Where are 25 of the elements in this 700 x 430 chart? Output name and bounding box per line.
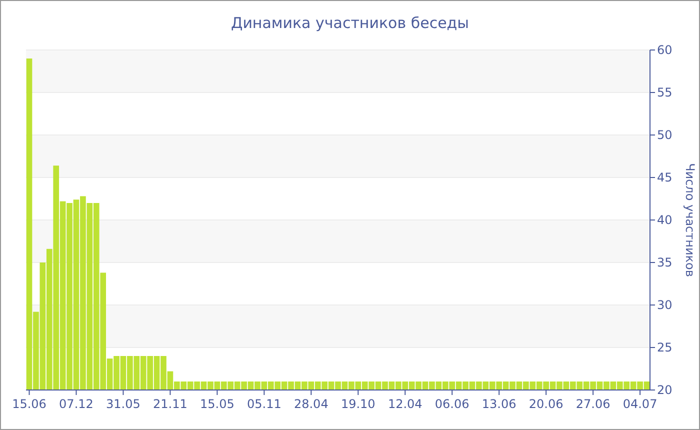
x-tick-label: 31.05	[106, 397, 140, 411]
y-tick-label: 40	[657, 213, 672, 228]
x-tick-label: 21.11	[153, 397, 188, 411]
x-tick-label: 05.11	[246, 397, 282, 411]
x-tick-label: 19.10	[340, 397, 376, 411]
y-tick-label: 35	[657, 256, 672, 270]
x-tick-label: 12.04	[388, 397, 422, 411]
y-tick-label: 55	[657, 86, 672, 100]
x-tick-label: 13.06	[482, 397, 516, 411]
x-tick-label: 27.06	[576, 397, 610, 411]
y-tick-label: 50	[657, 128, 672, 142]
x-tick-label: 06.06	[434, 397, 470, 411]
x-tick-label: 15.06	[12, 397, 46, 411]
y-tick-label: 30	[657, 298, 672, 312]
y-tick-label: 25	[657, 340, 672, 355]
x-tick-label: 28.04	[294, 397, 328, 411]
y-tick-label: 60	[657, 43, 672, 58]
y-tick-label: 45	[657, 170, 672, 185]
x-tick-label: 20.06	[528, 397, 564, 411]
x-tick-label: 04.07	[622, 397, 658, 411]
x-tick-label: 15.05	[200, 397, 234, 411]
x-tick-label: 07.12	[59, 397, 94, 411]
chart-title: Динамика участников беседы	[230, 14, 470, 32]
y-tick-label: 20	[657, 383, 672, 398]
y-axis-title: Число участников	[683, 163, 697, 277]
